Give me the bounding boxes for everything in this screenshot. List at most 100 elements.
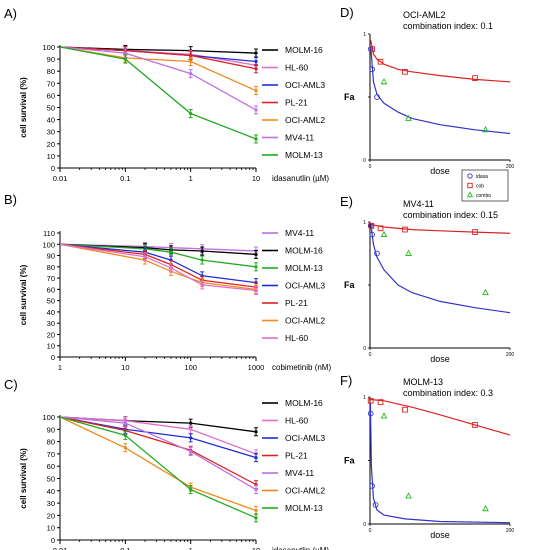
y-tick-label: 0 (363, 346, 366, 352)
x-tick-label: 0 (369, 528, 372, 534)
fit-curve (370, 46, 511, 135)
y-tick-label: 80 (47, 263, 55, 272)
y-tick-label: 1 (363, 220, 366, 226)
x-tick-label: 10 (252, 174, 260, 183)
panel-label: C) (4, 377, 18, 392)
y-tick-label: 60 (47, 91, 55, 100)
marker-triangle (405, 114, 412, 121)
data-point (189, 421, 193, 425)
y-axis-label: Fa (344, 456, 355, 466)
y-tick-label: 20 (47, 330, 55, 339)
x-axis-label: dose (430, 354, 450, 364)
marker-circle (374, 94, 380, 100)
marker-square (377, 399, 384, 405)
y-tick-label: 80 (47, 67, 55, 76)
marker-square (367, 397, 374, 404)
legend-label: MOLM-16 (285, 398, 323, 408)
y-tick-label: 50 (47, 475, 55, 484)
x-axis-label: dose (430, 166, 450, 176)
x-tick-label: 0.01 (53, 174, 68, 183)
fit-curve (370, 40, 511, 83)
panel-title: MOLM-13 (403, 377, 443, 387)
legend-label: OCI-AML2 (285, 486, 325, 496)
x-tick-label: 0.1 (120, 174, 130, 183)
data-point (254, 108, 258, 112)
series-line (59, 416, 257, 455)
data-point (200, 249, 204, 253)
fit-curve (370, 398, 511, 436)
x-tick-label: 200 (506, 352, 515, 358)
legend-marker (466, 191, 474, 198)
x-tick-label: 0.1 (120, 546, 130, 550)
y-axis-label: Fa (344, 280, 355, 290)
y-tick-label: 0 (363, 158, 366, 164)
data-point (254, 487, 258, 492)
panel-subtitle: combination index: 0.3 (403, 388, 493, 398)
y-tick-label: 50 (47, 104, 55, 113)
legend-marker (467, 182, 473, 189)
marker-square (377, 225, 384, 232)
legend-label: HL-60 (285, 333, 308, 343)
y-tick-label: 80 (47, 438, 55, 447)
y-tick-label: 40 (47, 116, 55, 125)
data-point (189, 449, 193, 454)
data-point (189, 487, 193, 492)
y-tick-label: 10 (47, 342, 55, 351)
data-point (254, 252, 258, 257)
data-point (189, 111, 193, 116)
data-point (254, 265, 258, 269)
y-tick-label: 30 (47, 128, 55, 137)
data-point (189, 72, 193, 76)
y-tick-label: 40 (47, 487, 55, 496)
marker-circle (372, 502, 379, 508)
x-tick-label: 0 (369, 164, 372, 170)
y-tick-label: 1 (363, 32, 366, 38)
marker-triangle (405, 249, 412, 256)
panel-label: A) (4, 6, 17, 21)
data-point (254, 67, 258, 71)
data-point (254, 288, 258, 293)
marker-triangle (380, 78, 388, 85)
marker-square (402, 406, 408, 413)
panel-title: OCI-AML2 (403, 10, 446, 20)
y-tick-label: 90 (47, 252, 55, 261)
data-point (254, 455, 258, 460)
y-tick-label: 20 (47, 511, 55, 520)
legend-label: OCI-AML3 (285, 433, 325, 443)
data-point (254, 51, 258, 55)
y-tick-label: 50 (47, 297, 55, 306)
marker-square (472, 422, 478, 428)
data-point (123, 433, 127, 438)
legend-label: OCI-AML3 (285, 281, 325, 291)
y-tick-label: 70 (47, 274, 55, 283)
legend-label: OCI-AML2 (285, 316, 325, 326)
x-axis-label: dose (430, 530, 450, 540)
y-tick-label: 30 (47, 499, 55, 508)
data-point (200, 283, 204, 287)
y-tick-label: 100 (42, 413, 55, 422)
panel-label: F) (340, 373, 352, 388)
data-point (123, 51, 127, 55)
x-tick-label: 200 (506, 164, 515, 170)
data-point (254, 88, 258, 93)
y-tick-label: 90 (47, 425, 55, 434)
fit-curve (370, 223, 511, 234)
y-tick-label: 10 (47, 524, 55, 533)
x-axis-label: idasanutlin (µM) (272, 546, 329, 550)
x-axis-label: cobimetinib (nM) (272, 363, 331, 372)
marker-square (369, 46, 375, 52)
data-point (254, 516, 258, 520)
marker-square (377, 58, 384, 65)
legend-box (461, 169, 509, 202)
marker-circle (369, 231, 375, 238)
panel-a-chart: A) 0 10 20 30 40 50 60 70 80 90 100 0.01 0.1 1 10 cell s… (4, 6, 329, 183)
legend-label: MOLM-13 (285, 150, 323, 160)
panel-subtitle: combination index: 0.15 (403, 210, 498, 220)
data-point (254, 137, 258, 141)
x-tick-label: 1 (189, 546, 193, 550)
data-point (189, 59, 193, 64)
y-tick-label: 100 (42, 43, 55, 52)
